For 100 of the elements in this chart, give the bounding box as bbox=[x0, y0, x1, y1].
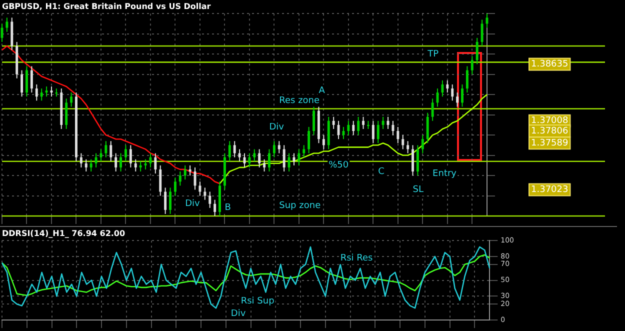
text: 1.38635 bbox=[531, 60, 568, 70]
annotation: SL bbox=[412, 185, 424, 196]
candlestick bbox=[65, 98, 68, 130]
candlestick bbox=[204, 187, 206, 200]
candlestick bbox=[402, 134, 404, 150]
chart-title: GBPUSD, H1: Great Britain Pound vs US Dollar bbox=[2, 2, 211, 11]
annotation: Entry bbox=[432, 168, 458, 179]
candlestick bbox=[282, 144, 286, 172]
candlestick bbox=[416, 144, 419, 176]
text: 1.37008 bbox=[531, 116, 568, 126]
annotation: Rsi Res bbox=[340, 253, 374, 264]
candlestick bbox=[149, 152, 152, 168]
candlestick bbox=[332, 116, 335, 130]
candlestick bbox=[302, 144, 306, 158]
candlestick bbox=[139, 160, 142, 172]
candlestick bbox=[169, 187, 172, 214]
candlestick bbox=[214, 199, 216, 216]
candlestick bbox=[248, 152, 251, 168]
candlestick bbox=[124, 144, 127, 162]
candlestick bbox=[159, 164, 162, 196]
candlestick bbox=[35, 84, 38, 102]
candlestick bbox=[238, 148, 241, 162]
candlestick bbox=[426, 112, 429, 144]
candlestick bbox=[84, 158, 88, 172]
candlestick bbox=[228, 140, 231, 162]
candlestick bbox=[178, 170, 182, 186]
candlestick bbox=[470, 56, 474, 75]
annotation: TP bbox=[426, 49, 440, 60]
candlestick bbox=[480, 19, 484, 46]
annotation: C bbox=[378, 166, 384, 177]
candlestick bbox=[446, 80, 449, 94]
candlestick bbox=[461, 84, 464, 108]
candlestick bbox=[20, 70, 24, 98]
candlestick bbox=[272, 140, 276, 158]
candlestick bbox=[90, 158, 92, 172]
candlestick bbox=[441, 80, 444, 98]
candlestick bbox=[40, 88, 43, 102]
candlestick bbox=[357, 116, 360, 136]
candlestick bbox=[406, 140, 410, 154]
text: 1.37023 bbox=[531, 185, 568, 196]
candlestick bbox=[288, 152, 290, 172]
candlestick bbox=[392, 120, 394, 136]
candlestick bbox=[456, 92, 459, 108]
candlestick bbox=[258, 148, 261, 168]
candlestick bbox=[312, 106, 316, 136]
candlestick bbox=[322, 134, 325, 150]
candlestick bbox=[337, 120, 340, 140]
candlestick bbox=[104, 140, 108, 158]
candlestick bbox=[431, 98, 434, 122]
candlestick bbox=[144, 158, 147, 170]
candlestick bbox=[184, 164, 186, 180]
annotation: B bbox=[224, 203, 231, 214]
candlestick bbox=[100, 148, 102, 162]
candlestick bbox=[110, 140, 112, 162]
candlestick bbox=[94, 152, 98, 168]
text: 1.37589 bbox=[531, 138, 568, 148]
candlestick bbox=[466, 66, 468, 94]
candlestick bbox=[253, 148, 256, 162]
candlestick bbox=[80, 152, 82, 168]
candlestick bbox=[30, 66, 33, 94]
candlestick bbox=[26, 66, 28, 98]
candlestick bbox=[120, 152, 122, 172]
candlestick bbox=[6, 17, 8, 32]
candlestick bbox=[114, 152, 118, 172]
annotation: Sup zone bbox=[279, 201, 322, 212]
candlestick bbox=[396, 126, 400, 144]
text: 1.37806 bbox=[531, 126, 568, 136]
candlestick bbox=[134, 158, 137, 172]
candlestick bbox=[45, 86, 48, 98]
candlestick bbox=[233, 140, 236, 158]
candlestick bbox=[342, 126, 345, 140]
candlestick bbox=[352, 120, 355, 136]
annotation: Div bbox=[269, 122, 285, 132]
candlestick bbox=[70, 92, 73, 108]
annotation: %50 bbox=[328, 160, 349, 171]
candlestick bbox=[451, 84, 454, 102]
candlestick bbox=[421, 134, 424, 154]
candlestick bbox=[298, 148, 300, 166]
candlestick bbox=[476, 37, 478, 65]
annotation: Res zone bbox=[279, 96, 320, 106]
annotation: Rsi Sup bbox=[240, 296, 275, 306]
candlestick bbox=[208, 191, 212, 208]
candlestick bbox=[188, 164, 192, 176]
chart-title: DDRSI(14)_H1_ 76.94 62.00 bbox=[2, 228, 126, 238]
annotation: Div bbox=[185, 199, 201, 210]
annotation: Div bbox=[230, 308, 246, 319]
candlestick bbox=[263, 158, 266, 172]
annotation: A bbox=[318, 86, 326, 96]
candlestick bbox=[308, 126, 310, 154]
candlestick bbox=[164, 187, 167, 214]
candlestick bbox=[376, 120, 380, 144]
candlestick bbox=[386, 116, 390, 130]
candlestick bbox=[278, 140, 280, 154]
candlestick bbox=[412, 144, 414, 176]
candlestick bbox=[154, 152, 157, 174]
candlestick bbox=[347, 120, 350, 136]
candlestick bbox=[198, 181, 202, 196]
candlestick bbox=[362, 116, 365, 130]
candlestick bbox=[268, 148, 270, 172]
candlestick bbox=[129, 144, 132, 168]
